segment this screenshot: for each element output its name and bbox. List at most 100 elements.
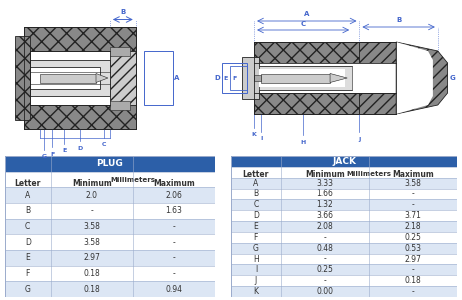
- Bar: [5, 234, 215, 250]
- Text: A: A: [25, 191, 30, 200]
- Text: C: C: [102, 142, 106, 148]
- Text: C: C: [301, 21, 306, 27]
- Bar: [30, 68, 100, 88]
- Bar: [254, 63, 396, 93]
- Text: 0.18: 0.18: [84, 285, 100, 294]
- Bar: [231, 156, 457, 167]
- Text: -: -: [412, 266, 414, 274]
- Text: 2.08: 2.08: [316, 222, 333, 231]
- Text: B: B: [396, 16, 401, 22]
- Bar: [222, 63, 247, 93]
- Text: D: D: [25, 238, 30, 247]
- Bar: [231, 286, 457, 297]
- Text: 3.58: 3.58: [84, 222, 100, 231]
- Text: F: F: [25, 269, 30, 278]
- Text: Minimum: Minimum: [72, 179, 112, 188]
- Text: 0.00: 0.00: [316, 287, 334, 296]
- Text: J: J: [358, 136, 361, 142]
- Text: -: -: [172, 269, 175, 278]
- Bar: [254, 42, 359, 63]
- Text: H: H: [300, 140, 306, 145]
- Text: C: C: [25, 222, 30, 231]
- Bar: [110, 100, 130, 109]
- Text: B: B: [25, 206, 30, 215]
- Text: F: F: [50, 152, 55, 157]
- Text: H: H: [253, 254, 259, 263]
- Bar: [231, 200, 457, 210]
- Text: Letter: Letter: [15, 179, 41, 188]
- Text: 1.66: 1.66: [316, 190, 334, 199]
- Bar: [110, 46, 130, 56]
- Text: K: K: [253, 287, 258, 296]
- Text: 2.0: 2.0: [86, 191, 98, 200]
- Bar: [5, 281, 215, 297]
- Text: G: G: [450, 75, 456, 81]
- Text: 1.63: 1.63: [165, 206, 182, 215]
- Bar: [259, 69, 345, 87]
- Text: A: A: [304, 11, 310, 16]
- Text: D: D: [253, 211, 259, 220]
- Text: A: A: [174, 75, 179, 81]
- Bar: [15, 36, 30, 120]
- Bar: [24, 105, 136, 129]
- Text: 0.94: 0.94: [165, 285, 182, 294]
- Bar: [231, 254, 457, 265]
- Bar: [231, 178, 457, 188]
- Bar: [231, 275, 457, 286]
- Polygon shape: [330, 74, 347, 82]
- Text: 2.97: 2.97: [84, 253, 100, 262]
- Text: G: G: [253, 244, 259, 253]
- Text: E: E: [62, 148, 67, 154]
- Bar: [254, 75, 261, 81]
- Text: JACK: JACK: [332, 157, 356, 166]
- Text: 0.18: 0.18: [405, 276, 422, 285]
- Text: 0.25: 0.25: [316, 266, 334, 274]
- Polygon shape: [96, 74, 108, 82]
- Text: -: -: [172, 238, 175, 247]
- Text: J: J: [255, 276, 257, 285]
- Text: 0.18: 0.18: [84, 269, 100, 278]
- Text: 2.06: 2.06: [165, 191, 182, 200]
- Bar: [5, 203, 215, 219]
- Text: C: C: [253, 200, 259, 209]
- Text: I: I: [255, 266, 257, 274]
- Text: B: B: [253, 190, 258, 199]
- Bar: [359, 93, 396, 114]
- Text: A: A: [253, 178, 259, 188]
- Bar: [5, 250, 215, 266]
- Bar: [231, 265, 457, 275]
- Bar: [254, 93, 359, 114]
- Text: -: -: [412, 190, 414, 199]
- Text: -: -: [412, 200, 414, 209]
- Text: -: -: [323, 233, 326, 242]
- Text: Maximum: Maximum: [392, 170, 434, 179]
- Text: G: G: [42, 154, 47, 160]
- Text: 3.33: 3.33: [316, 178, 334, 188]
- Bar: [40, 74, 96, 82]
- Bar: [5, 266, 215, 281]
- Bar: [242, 57, 259, 99]
- Text: E: E: [254, 222, 258, 231]
- Bar: [231, 210, 457, 221]
- Bar: [231, 167, 457, 178]
- Text: Letter: Letter: [243, 170, 269, 179]
- Bar: [30, 60, 110, 96]
- Text: D: D: [78, 146, 83, 151]
- Bar: [231, 188, 457, 200]
- Text: F: F: [233, 76, 237, 80]
- Bar: [24, 27, 136, 51]
- Text: F: F: [254, 233, 258, 242]
- Text: 3.58: 3.58: [84, 238, 100, 247]
- Text: 3.66: 3.66: [316, 211, 334, 220]
- Text: 3.71: 3.71: [405, 211, 422, 220]
- Text: E: E: [25, 253, 30, 262]
- Bar: [5, 187, 215, 203]
- Polygon shape: [396, 42, 433, 114]
- Text: -: -: [412, 287, 414, 296]
- Bar: [144, 51, 174, 105]
- Text: -: -: [172, 253, 175, 262]
- Text: D: D: [214, 75, 220, 81]
- Text: -: -: [91, 206, 93, 215]
- Text: 0.25: 0.25: [405, 233, 422, 242]
- Bar: [5, 156, 215, 172]
